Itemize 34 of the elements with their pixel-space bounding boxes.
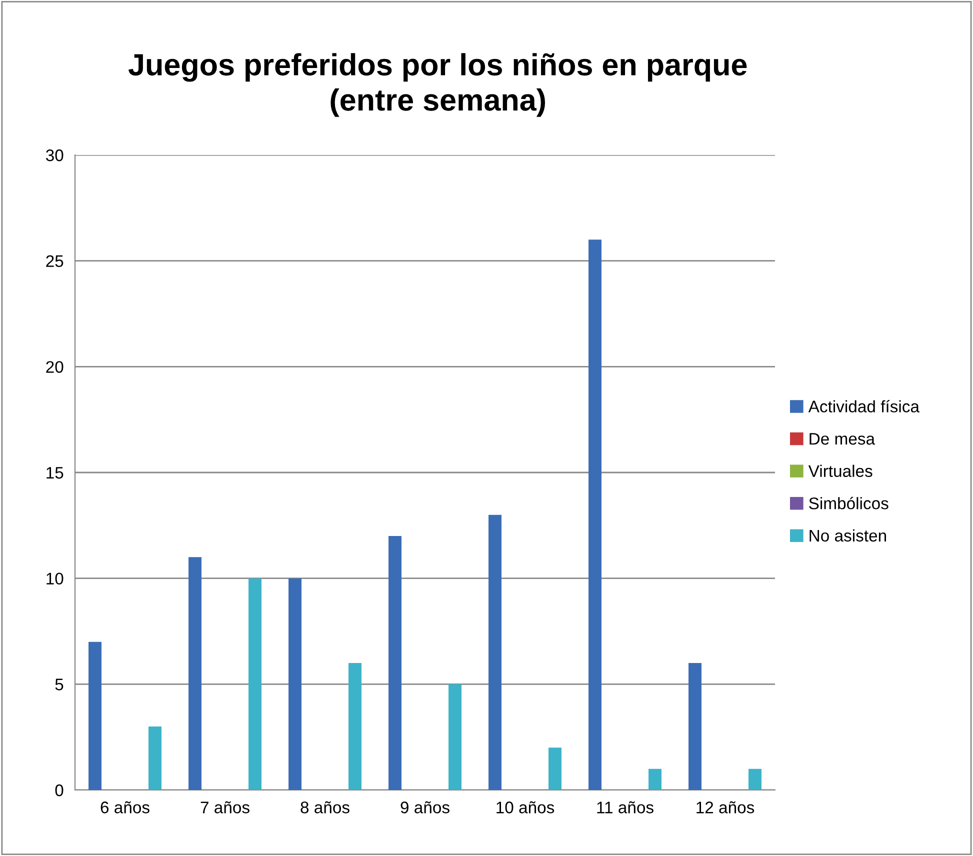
y-tick-label: 10 — [46, 572, 64, 585]
legend-label: Simbólicos — [809, 496, 888, 510]
y-tick-label: 20 — [46, 361, 64, 373]
x-tick-label: 10 años — [496, 801, 554, 814]
bar — [448, 684, 462, 790]
y-tick-label: 30 — [46, 149, 64, 162]
bar — [548, 748, 562, 790]
legend-label: De mesa — [810, 433, 876, 445]
y-tick-label: 5 — [55, 678, 64, 690]
bar — [88, 642, 102, 790]
x-tick-label: 8 años — [300, 801, 350, 814]
bar — [588, 240, 602, 790]
x-tick-label: 11 años — [597, 801, 654, 814]
legend-label: Virtuales — [808, 464, 872, 478]
bar — [188, 557, 202, 790]
bar — [148, 726, 162, 790]
chart-title: Juegos preferidos por los niños en parque (entre semana) — [128, 53, 747, 117]
bar — [688, 663, 702, 790]
bar — [388, 536, 402, 790]
legend-label: No asisten — [810, 529, 886, 542]
legend-label: Actividad física — [808, 400, 920, 412]
x-tick-label: 9 años — [400, 801, 450, 814]
bar — [488, 514, 502, 790]
bar — [748, 768, 762, 790]
bar — [348, 663, 362, 790]
x-tick-label: 12 años — [696, 801, 754, 814]
y-tick-label: 25 — [46, 255, 64, 268]
y-tick-label: 15 — [46, 467, 64, 479]
bar — [288, 578, 302, 790]
bar — [248, 578, 262, 790]
x-tick-label: 7 años — [200, 801, 250, 814]
x-tick-label: 6 años — [100, 801, 150, 814]
bar — [648, 768, 662, 790]
y-tick-label: 0 — [55, 784, 64, 796]
